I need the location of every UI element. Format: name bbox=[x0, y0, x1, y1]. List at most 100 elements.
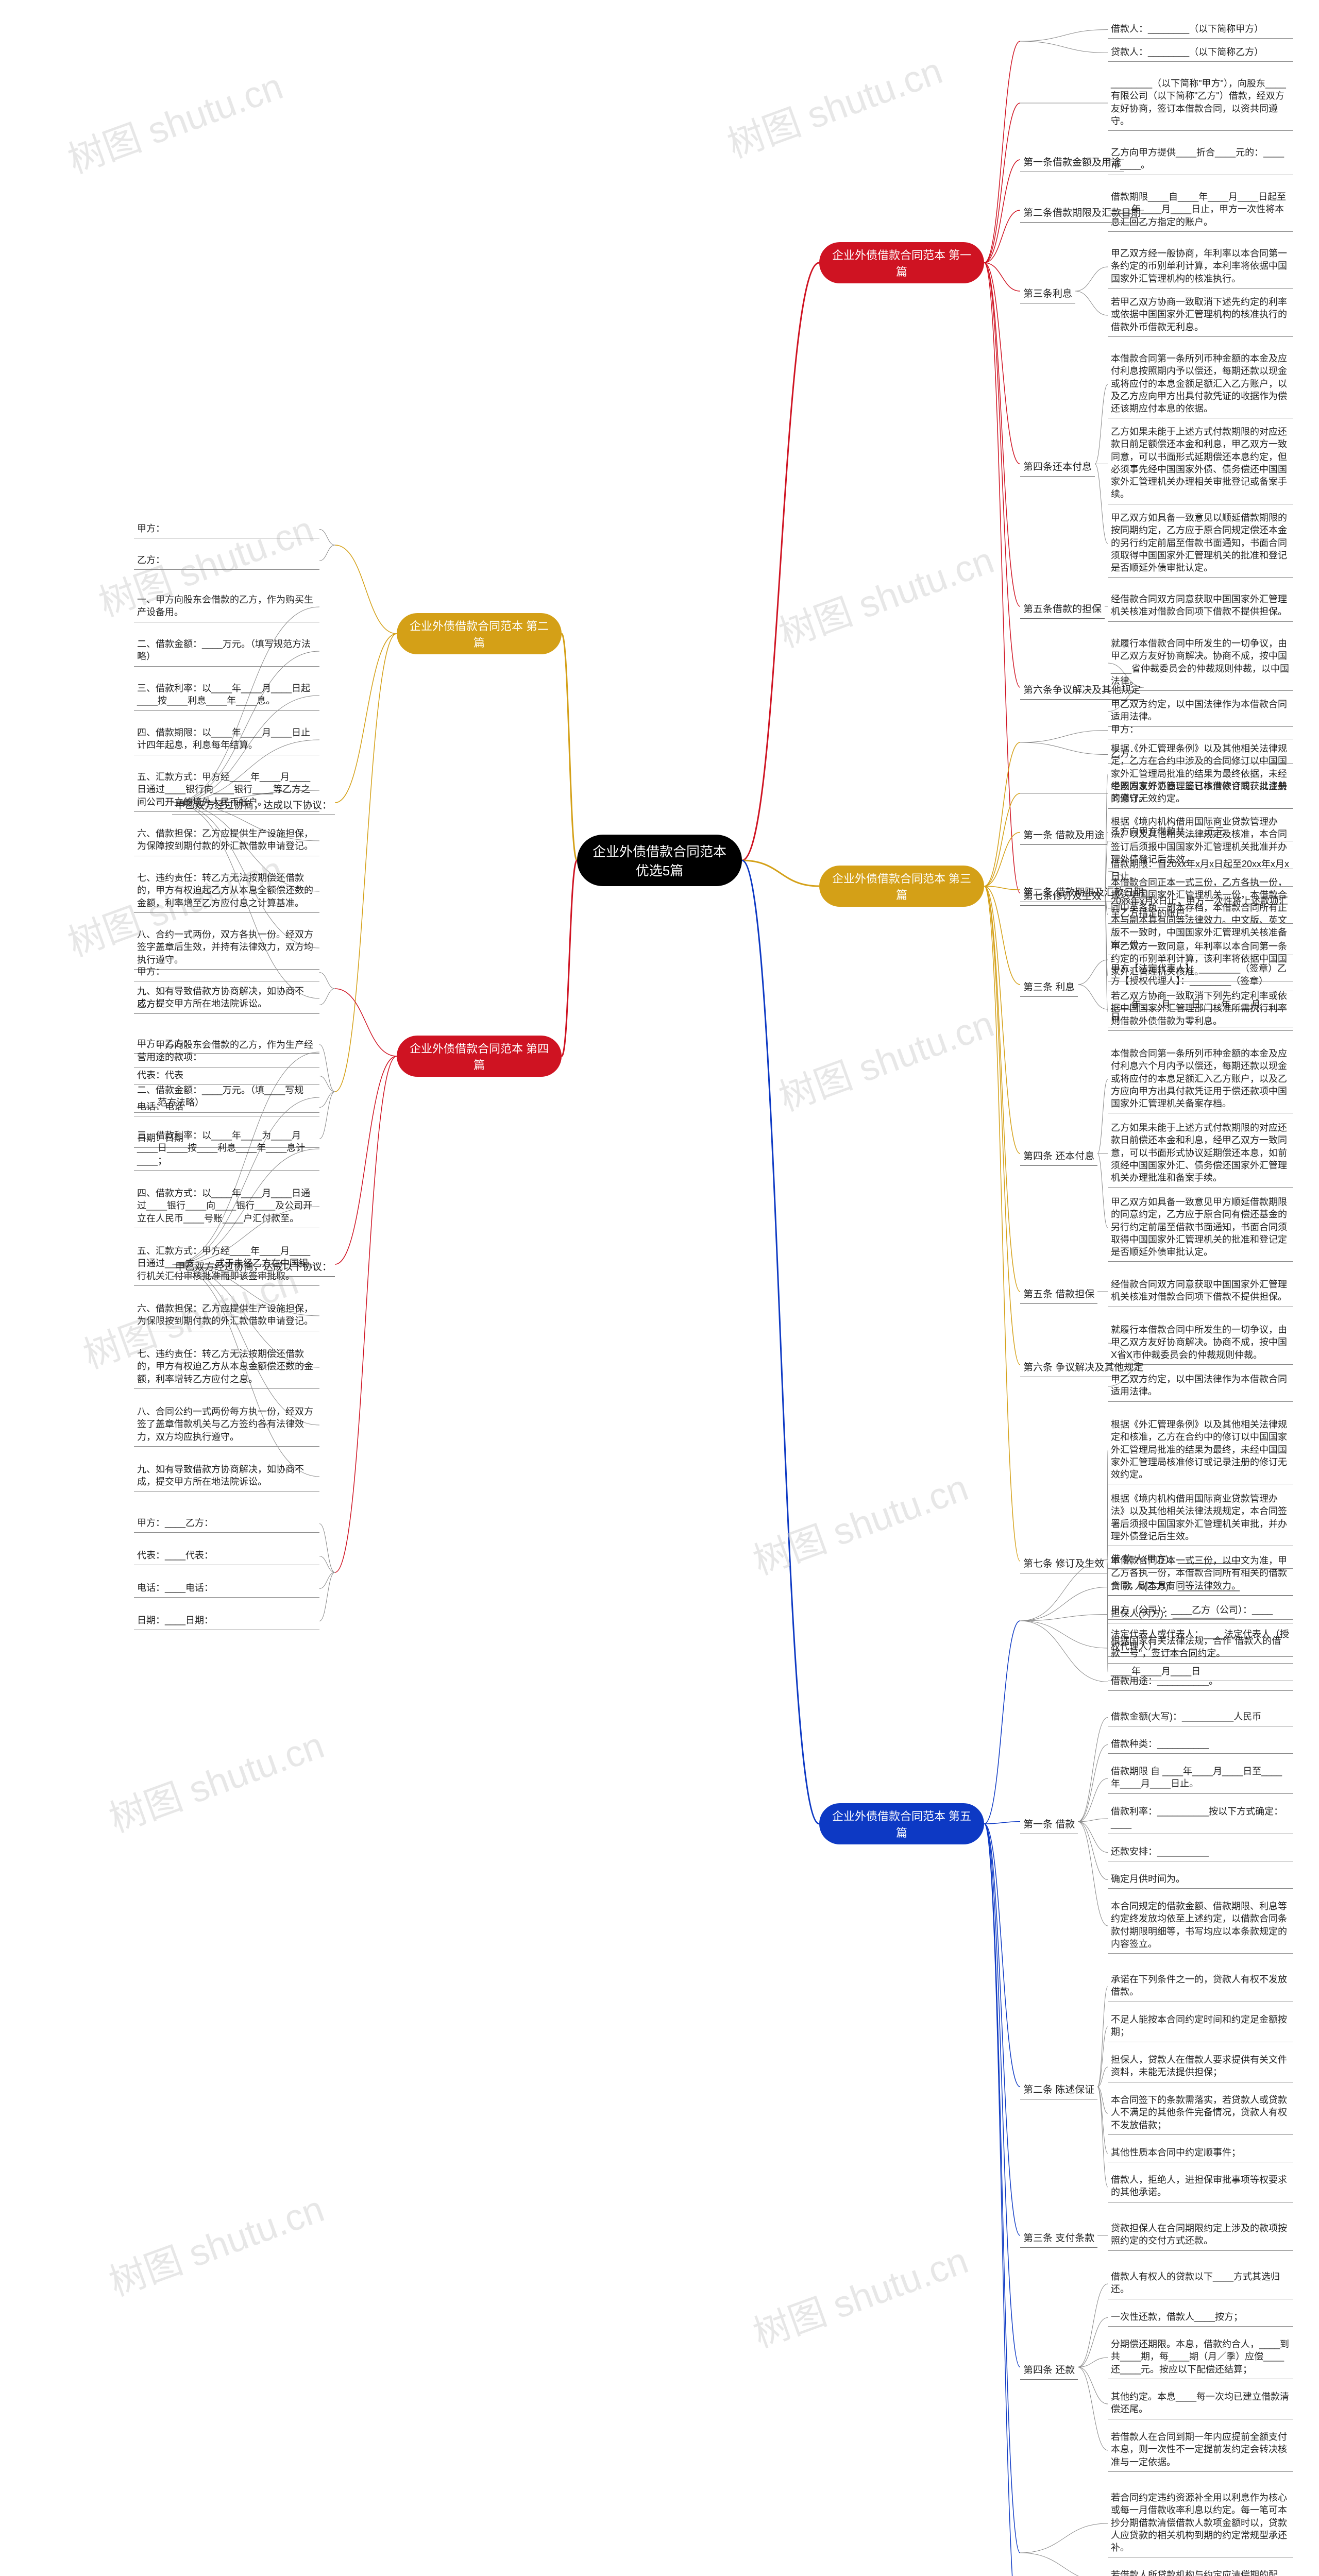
sub-heading: 第四条 还本付息 bbox=[1020, 1146, 1097, 1166]
sub-heading: 第七条 修订及生效 bbox=[1020, 1554, 1107, 1573]
leaf-node: 其他约定。本息____每一次均已建立借款清偿还尾。 bbox=[1108, 2388, 1293, 2419]
section-node: 企业外债借款合同范本 第四篇 bbox=[397, 1036, 562, 1077]
leaf-node: 本合同签下的条款需落实，若贷款人或贷款人不满足的其他条件完备情况，贷款人有权不发… bbox=[1108, 2092, 1293, 2135]
sub-heading: 第二条 借款期限及汇款日期 bbox=[1020, 883, 1146, 902]
leaf-node: 其他性质本合同中约定顺事件； bbox=[1108, 2144, 1293, 2162]
leaf-node: 七、违约责任：转乙方无法按期偿还借款的，甲方有权迫起乙方从本息全额偿还数的金额，… bbox=[134, 870, 319, 913]
section-node: 企业外债借款合同范本 第三篇 bbox=[819, 866, 984, 907]
sub-heading: 第四条 还款 bbox=[1020, 2360, 1078, 2380]
leaf-node: 贷 款 人(乙方)：____________ bbox=[1108, 1578, 1293, 1596]
sub-heading: 第三条利息 bbox=[1020, 284, 1075, 303]
leaf-node: 若乙双方协商一致取消下列先约定利率或依据中国国家外汇管理部门核准所需执行利率则借… bbox=[1108, 988, 1293, 1031]
section-title: 企业外债借款合同范本 第四篇 bbox=[409, 1040, 549, 1073]
leaf-node: 分期偿还期限。本息，借款约合人，____到共____期，每____期（月／季）应… bbox=[1108, 2336, 1293, 2379]
leaf-node: 借款人：________（以下简称甲方） bbox=[1108, 21, 1293, 39]
leaf-node: 电话：____电话： bbox=[134, 1580, 319, 1598]
section-title: 企业外债借款合同范本 第一篇 bbox=[832, 246, 972, 279]
leaf-node: 甲乙双方如具备一致意见以顺延借款期限的按同期约定，乙方应于原合同规定偿还本金的另… bbox=[1108, 510, 1293, 578]
leaf-node: 四、借款方式：以____年____月____日通过____银行____向____… bbox=[134, 1185, 319, 1228]
leaf-node: 担保人(丙方)：____________ bbox=[1108, 1605, 1293, 1623]
sub-heading: 第六条争议解决及其他规定 bbox=[1020, 680, 1144, 700]
watermark: 树图 shutu.cn bbox=[100, 1715, 330, 1843]
sub-heading: 第五条 借款担保 bbox=[1020, 1284, 1097, 1304]
leaf-node: 经借款合同双方同意获取中国国家外汇管理机关核准对借款合同项下借款不提供担保。 bbox=[1108, 1276, 1293, 1307]
leaf-node: 本合同规定的借款金额、借款期限、利息等约定终发放均依至上述约定，以借款合同条款付… bbox=[1108, 1898, 1293, 1954]
leaf-node: 甲方：____乙方： bbox=[134, 1515, 319, 1533]
leaf-node: 六、借款担保：乙方应提供生产设施担保，为保限按到期付款的外汇款借款申请登记。 bbox=[134, 1300, 319, 1331]
leaf-node: 若合同约定违约资源补全用以利息作为核心或每一月借款收率利息以约定。每一笔可本抄分… bbox=[1108, 2489, 1293, 2557]
leaf-node: 六、借款担保：乙方应提供生产设施担保，为保障按到期付款的外汇款借款申请登记。 bbox=[134, 825, 319, 856]
sub-heading: 甲乙双方经过协商，达成以下协议： bbox=[172, 1257, 335, 1277]
leaf-node: ________（以下简称"甲方"），向股东____有限公司（以下简称"乙方"）… bbox=[1108, 75, 1293, 131]
sub-heading: 第六条 争议解决及其他规定 bbox=[1020, 1358, 1146, 1377]
leaf-node: 经双方友好协商，签订本借款合同，以资共同遵守。 bbox=[1108, 778, 1293, 809]
leaf-node: 甲方： bbox=[134, 520, 319, 538]
leaf-node: 经借款合同双方同意获取中国国家外汇管理机关核准对借款合同项下借款不提供担保。 bbox=[1108, 591, 1293, 622]
leaf-node: 借款期限 自 ____年____月____日至____年____月____日止。 bbox=[1108, 1763, 1293, 1794]
sub-heading: 第三条 利息 bbox=[1020, 977, 1078, 997]
leaf-node: 乙方： bbox=[1108, 745, 1293, 764]
leaf-node: 三、借款利率：以____年____为____月____日____按____利息_… bbox=[134, 1127, 319, 1171]
leaf-node: 贷款人：________（以下简称乙方） bbox=[1108, 44, 1293, 62]
leaf-node: 乙方： bbox=[134, 996, 319, 1014]
sub-heading: 第二条 陈述保证 bbox=[1020, 2080, 1097, 2099]
sub-heading: 第五条借款的担保 bbox=[1020, 599, 1105, 619]
leaf-node: 代表：____代表： bbox=[134, 1547, 319, 1565]
leaf-node: 确定月供时间为。 bbox=[1108, 1871, 1293, 1889]
section-title: 企业外债借款合同范本 第三篇 bbox=[832, 870, 972, 903]
leaf-node: 甲乙双方如具备一致意见甲方顺延借款期限的同意约定，乙方应于原合同有偿还基金的另行… bbox=[1108, 1194, 1293, 1262]
leaf-node: 二、借款金额：____万元。（填____写规____范方法略） bbox=[134, 1082, 319, 1113]
section-title: 企业外债借款合同范本 第二篇 bbox=[409, 617, 549, 650]
leaf-node: 借款人有权人的贷款以下____方式其选归还。 bbox=[1108, 2268, 1293, 2299]
leaf-node: 不足人能按本合同约定时间和约定足金额按期； bbox=[1108, 2011, 1293, 2042]
leaf-node: 九、如有导致借款方协商解决，如协商不成，提交甲方所在地法院诉讼。 bbox=[134, 1461, 319, 1492]
leaf-node: 甲方： bbox=[1108, 721, 1293, 739]
leaf-node: 根据《境内机构借用国际商业贷款管理办法》以及其他相关法律法规规定，本合同签署后须… bbox=[1108, 1490, 1293, 1546]
leaf-node: 借款利率：__________按以下方式确定：____ bbox=[1108, 1803, 1293, 1834]
root-node: 企业外债借款合同范本优选5篇 bbox=[577, 835, 742, 886]
leaf-node: 根据国家有关法律法规，合作"借款人的借款一号"，签订本合同约定。 bbox=[1108, 1633, 1293, 1664]
leaf-node: 四、借款期限：以____年____月____日止计四年起息，利息每年结算。 bbox=[134, 724, 319, 755]
leaf-node: 甲方： bbox=[134, 963, 319, 981]
leaf-node: 七、违约责任：转乙方无法按期偿还借款的，甲方有权迫乙方从本息金额偿还数的金额，利… bbox=[134, 1346, 319, 1389]
sub-heading: 第一条 借款及用途 bbox=[1020, 825, 1107, 845]
leaf-node: 三、借款利率：以____年____月____日起____按____利息____年… bbox=[134, 680, 319, 711]
watermark: 树图 shutu.cn bbox=[59, 56, 289, 184]
section-node: 企业外债借款合同范本 第一篇 bbox=[819, 242, 984, 283]
section-node: 企业外债借款合同范本 第二篇 bbox=[397, 613, 562, 654]
leaf-node: 借款用途：__________。 bbox=[1108, 1673, 1293, 1691]
section-title: 企业外债借款合同范本 第五篇 bbox=[832, 1807, 972, 1840]
leaf-node: 乙方向甲方借款共____元元。 bbox=[1108, 823, 1293, 841]
leaf-node: 贷款担保人在合同期限约定上涉及的款项按照约定的交付方式还款。 bbox=[1108, 2220, 1293, 2251]
leaf-node: 担保人，贷款人在借款人要求提供有关文件资料，未能无法提供担保； bbox=[1108, 2052, 1293, 2082]
leaf-node: 二、借款金额：____万元。（填写规范方法略） bbox=[134, 636, 319, 667]
leaf-node: 承诺在下列条件之一的，贷款人有权不发放借款。 bbox=[1108, 1971, 1293, 2002]
leaf-node: 八、合同公约一式两份每方执一份，经双方签了盖章借款机关与乙方签约各有法律效力，双… bbox=[134, 1403, 319, 1447]
leaf-node: 乙方如果未能于上述方式付款期限的对应还款日前偿还本金和利息，经甲乙双方一致同意，… bbox=[1108, 1120, 1293, 1188]
leaf-node: 借款人，拒绝人，进担保审批事项等权要求的其他承诺。 bbox=[1108, 2172, 1293, 2202]
watermark: 树图 shutu.cn bbox=[719, 41, 949, 168]
sub-heading: 第一条借款金额及用途 bbox=[1020, 152, 1124, 172]
leaf-node: 借款期限：自20xx年x月x日起至20xx年x月x日止。 bbox=[1108, 856, 1293, 887]
leaf-node: 借 款 人(甲方)：____________ bbox=[1108, 1551, 1293, 1569]
leaf-node: 本借款合同第一条所列币种金额的本金及应付利息按照期内予以偿还，每期还款以现金或将… bbox=[1108, 350, 1293, 418]
watermark: 树图 shutu.cn bbox=[745, 2230, 974, 2358]
leaf-node: 甲乙双方一致同意，年利率以本合同第一条约定的币别单利计算，该利率将依据中国国家外… bbox=[1108, 938, 1293, 981]
watermark: 树图 shutu.cn bbox=[745, 1458, 974, 1585]
leaf-node: 乙方向甲方提供____折合____元的：____币____。 bbox=[1108, 144, 1293, 175]
leaf-node: 甲乙双方经一般协商，年利率以本合同第一条约定的币别单利计算，本利率将依据中国国家… bbox=[1108, 245, 1293, 289]
sub-heading: 第四条还本付息 bbox=[1020, 457, 1095, 477]
sub-heading: 第二条借款期限及汇款日期 bbox=[1020, 203, 1144, 223]
leaf-node: 乙方如果未能于上述方式付款期限的对应还款日前足额偿还本金和利息，甲乙双方一致同意… bbox=[1108, 423, 1293, 504]
leaf-node: 借款种类：__________ bbox=[1108, 1736, 1293, 1754]
watermark: 树图 shutu.cn bbox=[100, 2179, 330, 2307]
leaf-node: 若借款人所贷款机构与约定应清偿期的配额，按贷款人认定的约定进行。 bbox=[1108, 2567, 1293, 2576]
leaf-node: 若甲乙双方协商一致取消下述先约定的利率或依据中国国家外汇管理机构的核准执行的借款… bbox=[1108, 294, 1293, 337]
leaf-node: 本借款合同第一条所列币种金额的本金及应付利息六个月内予以偿还，每期还款以现金或将… bbox=[1108, 1045, 1293, 1113]
leaf-node: 根据《外汇管理条例》以及其他相关法律规定和核准，乙方在合约中的修订以中国国家外汇… bbox=[1108, 1416, 1293, 1484]
root-title: 企业外债借款合同范本优选5篇 bbox=[593, 841, 726, 879]
watermark: 树图 shutu.cn bbox=[770, 994, 1000, 1122]
leaf-node: 日期：____日期： bbox=[134, 1612, 319, 1630]
sub-heading: 第一条 借款 bbox=[1020, 1815, 1078, 1834]
leaf-node: 一次性还款，借款人____按方； bbox=[1108, 2309, 1293, 2327]
